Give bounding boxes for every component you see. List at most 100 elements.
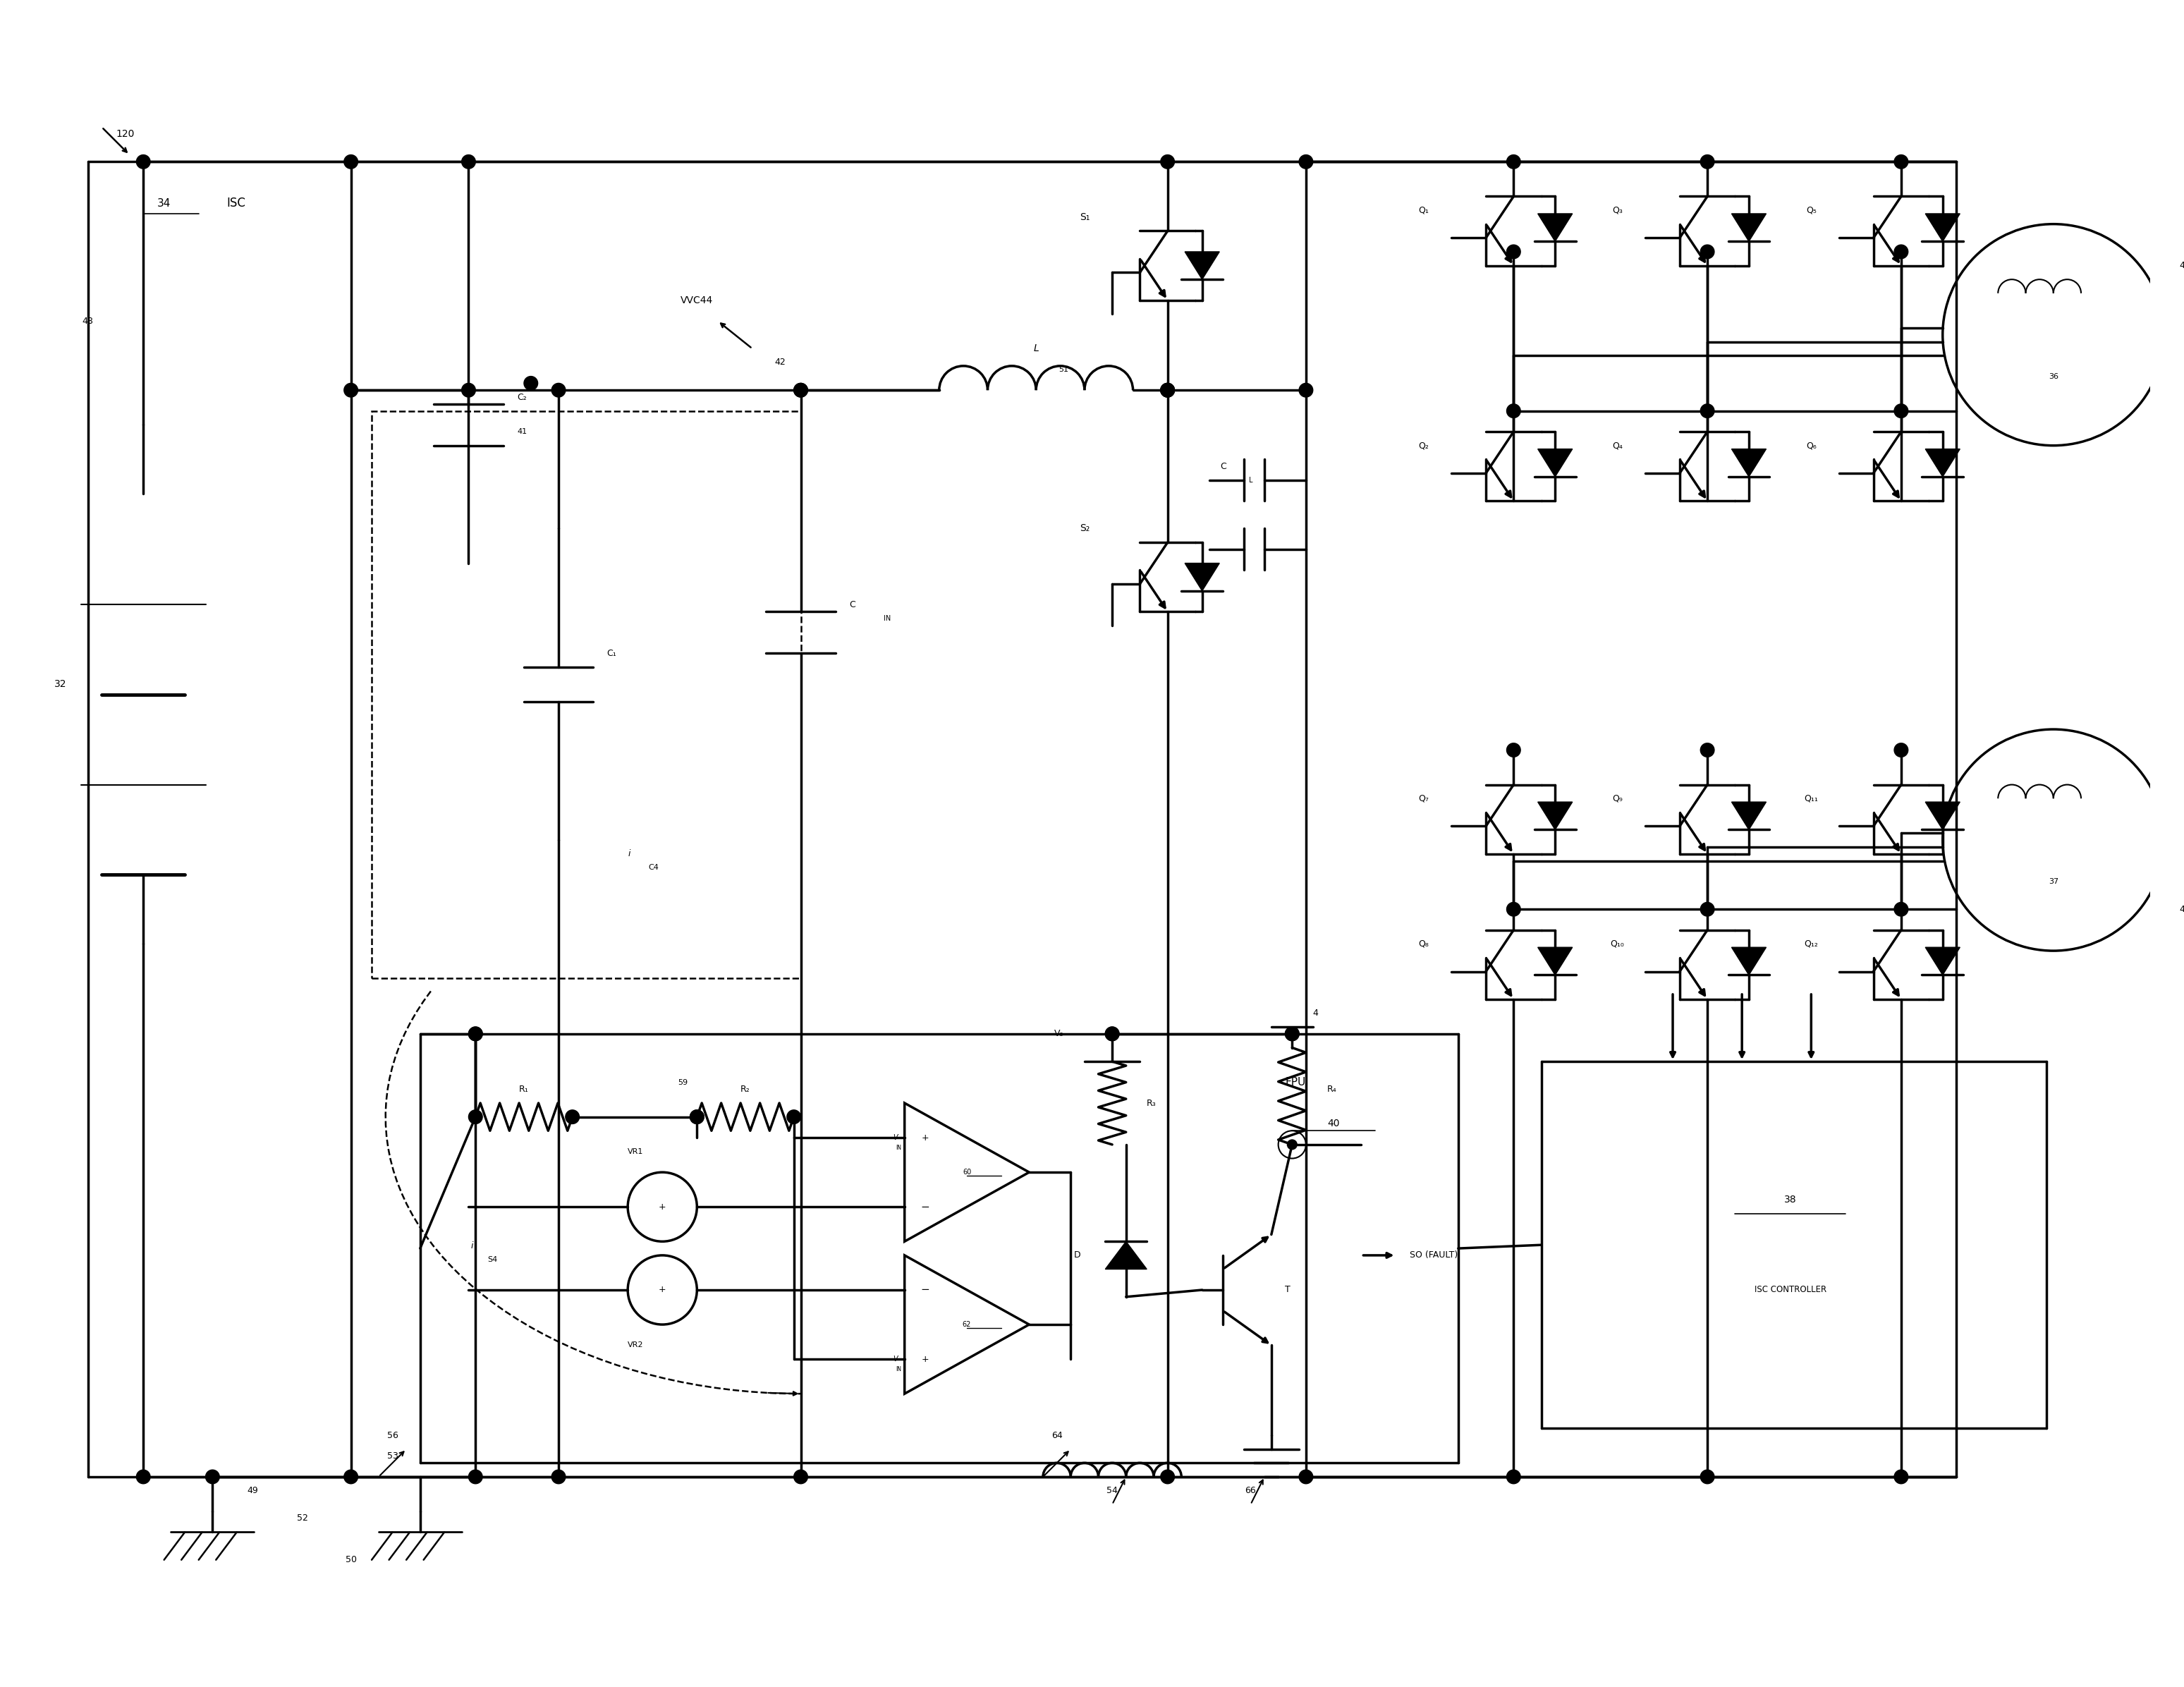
Text: R₃: R₃	[1147, 1098, 1158, 1108]
Polygon shape	[1538, 214, 1572, 241]
Text: VVC44: VVC44	[681, 295, 714, 305]
Circle shape	[1894, 403, 1909, 418]
Polygon shape	[1926, 948, 1959, 975]
Circle shape	[461, 383, 476, 396]
Text: 51: 51	[1059, 366, 1068, 373]
Text: V: V	[893, 1134, 898, 1140]
Text: 48: 48	[83, 317, 94, 326]
Text: D: D	[1075, 1250, 1081, 1260]
Circle shape	[1105, 1027, 1118, 1041]
Circle shape	[1160, 1469, 1175, 1483]
Text: 50: 50	[345, 1555, 356, 1564]
Text: V: V	[893, 1356, 898, 1363]
Circle shape	[793, 1469, 808, 1483]
Polygon shape	[1732, 948, 1767, 975]
Text: C₂: C₂	[518, 393, 526, 402]
Text: 62: 62	[963, 1321, 972, 1328]
Text: 32: 32	[55, 680, 66, 690]
Circle shape	[1701, 1469, 1714, 1483]
Text: S₁: S₁	[1079, 213, 1090, 223]
Text: IN: IN	[895, 1145, 902, 1151]
Circle shape	[1507, 155, 1520, 169]
Text: 52: 52	[297, 1513, 308, 1523]
Text: 41: 41	[518, 428, 526, 435]
Text: Q₁₂: Q₁₂	[1804, 940, 1817, 948]
Circle shape	[470, 1110, 483, 1124]
Polygon shape	[1926, 449, 1959, 477]
Circle shape	[1507, 245, 1520, 258]
Circle shape	[1160, 383, 1175, 396]
Text: +: +	[660, 1285, 666, 1294]
Text: +: +	[922, 1355, 928, 1363]
Circle shape	[345, 1469, 358, 1483]
Text: 4: 4	[1313, 1009, 1319, 1017]
Text: Q₁₀: Q₁₀	[1610, 940, 1625, 948]
Circle shape	[1701, 744, 1714, 757]
Bar	[371, 412, 802, 978]
Text: 37: 37	[2049, 877, 2057, 886]
Text: 38: 38	[1784, 1194, 1797, 1205]
Circle shape	[1299, 155, 1313, 169]
Circle shape	[553, 1469, 566, 1483]
Circle shape	[524, 376, 537, 390]
Circle shape	[1701, 903, 1714, 916]
Text: Q₁₁: Q₁₁	[1804, 795, 1817, 803]
Circle shape	[1894, 155, 1909, 169]
Text: −: −	[922, 1284, 930, 1296]
Circle shape	[135, 155, 151, 169]
Text: VR1: VR1	[627, 1147, 644, 1156]
Text: Q₉: Q₉	[1612, 795, 1623, 803]
Circle shape	[1284, 1027, 1299, 1041]
Circle shape	[1286, 1140, 1297, 1149]
Text: Q₅: Q₅	[1806, 206, 1817, 214]
Text: 120: 120	[116, 130, 133, 138]
Polygon shape	[1186, 563, 1219, 590]
Text: S₂: S₂	[1079, 523, 1090, 533]
Text: C: C	[850, 601, 856, 609]
Text: i: i	[627, 849, 631, 859]
Text: 60: 60	[963, 1169, 972, 1176]
Circle shape	[1894, 744, 1909, 757]
Circle shape	[1507, 903, 1520, 916]
Circle shape	[1507, 403, 1520, 418]
Text: ISC: ISC	[227, 197, 245, 209]
Text: S4: S4	[487, 1257, 498, 1264]
Text: SO (FAULT): SO (FAULT)	[1411, 1250, 1459, 1260]
Text: 40: 40	[1328, 1118, 1339, 1129]
Circle shape	[1507, 744, 1520, 757]
Circle shape	[566, 1110, 579, 1124]
Text: VR2: VR2	[627, 1341, 644, 1350]
Circle shape	[461, 155, 476, 169]
Polygon shape	[1538, 801, 1572, 830]
Circle shape	[793, 383, 808, 396]
Circle shape	[470, 1027, 483, 1041]
Polygon shape	[1926, 214, 1959, 241]
Text: 59: 59	[679, 1078, 688, 1086]
Text: 66: 66	[1245, 1486, 1256, 1495]
Circle shape	[470, 1469, 483, 1483]
Text: Q₂: Q₂	[1417, 440, 1428, 450]
Text: C4: C4	[649, 864, 660, 870]
Polygon shape	[1538, 449, 1572, 477]
Circle shape	[1507, 1469, 1520, 1483]
Circle shape	[1160, 383, 1175, 396]
Text: R₁: R₁	[520, 1085, 529, 1093]
Text: IN: IN	[885, 616, 891, 623]
Text: +: +	[922, 1134, 928, 1142]
Text: Q₃: Q₃	[1612, 206, 1623, 214]
Circle shape	[1894, 1469, 1909, 1483]
Text: IN: IN	[895, 1366, 902, 1373]
Circle shape	[1894, 903, 1909, 916]
Text: −: −	[922, 1201, 930, 1213]
Circle shape	[1701, 403, 1714, 418]
Polygon shape	[1732, 449, 1767, 477]
Circle shape	[793, 383, 808, 396]
Text: C₁: C₁	[607, 648, 616, 658]
Text: i: i	[472, 1242, 474, 1250]
Polygon shape	[1732, 801, 1767, 830]
Text: T: T	[1284, 1285, 1291, 1294]
Circle shape	[1701, 155, 1714, 169]
Circle shape	[1160, 383, 1175, 396]
Polygon shape	[1926, 801, 1959, 830]
Circle shape	[553, 383, 566, 396]
